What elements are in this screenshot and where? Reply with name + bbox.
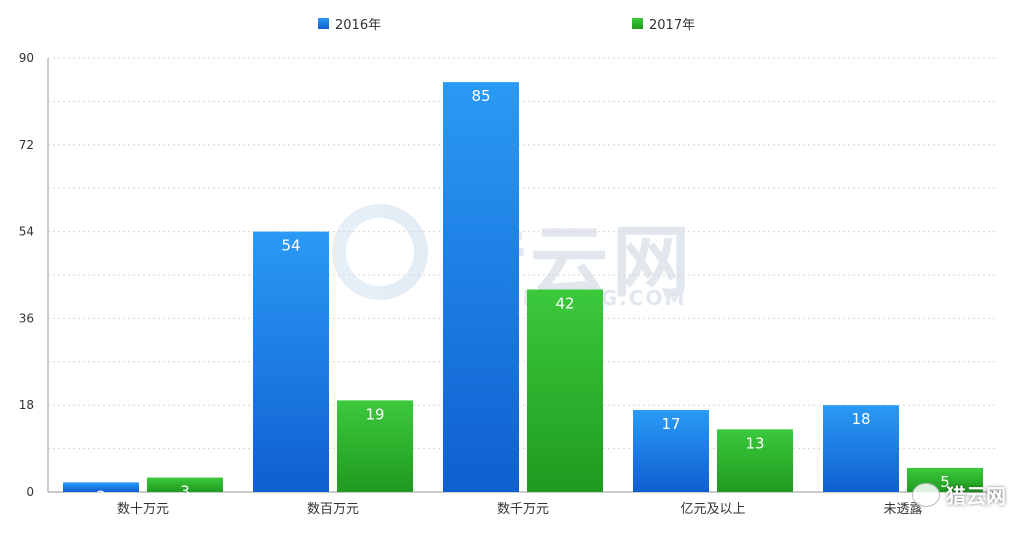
- bar-value-label: 3: [180, 483, 190, 501]
- x-category-label: 未透露: [883, 502, 922, 517]
- bar-2016: [633, 410, 709, 492]
- wechat-icon: [912, 482, 940, 507]
- bar-value-label: 85: [471, 87, 490, 105]
- bar-2017: [147, 477, 223, 492]
- bar-value-label: 54: [281, 237, 300, 255]
- y-tick-label: 54: [19, 225, 34, 239]
- x-category-label: 数千万元: [497, 502, 549, 517]
- bar-value-label: 17: [661, 415, 680, 433]
- bar-2016: [253, 231, 329, 492]
- y-tick-label: 18: [19, 398, 34, 412]
- bar-2016: [823, 405, 899, 492]
- legend-swatch-2017: [632, 18, 643, 29]
- y-tick-label: 0: [26, 485, 34, 499]
- legend-item-2016: 2016年: [318, 14, 381, 33]
- x-category-label: 数十万元: [117, 502, 169, 517]
- corner-watermark-text: 猎云网: [946, 484, 1006, 508]
- y-tick-label: 36: [19, 311, 34, 325]
- x-category-label: 数百万元: [307, 502, 359, 517]
- bar-value-label: 13: [745, 434, 764, 452]
- bar-value-label: 42: [555, 294, 574, 312]
- y-tick-label: 72: [19, 138, 34, 152]
- bar-value-label: 19: [365, 405, 384, 423]
- bar-2017: [527, 289, 603, 492]
- corner-watermark: 猎云网: [912, 480, 1006, 509]
- legend-item-2017: 2017年: [632, 14, 695, 33]
- legend-swatch-2016: [318, 18, 329, 29]
- chart-legend: 2016年 2017年: [0, 14, 1024, 34]
- x-category-label: 亿元及以上: [680, 502, 745, 517]
- bar-value-label: 2: [96, 487, 106, 505]
- legend-label-2016: 2016年: [335, 18, 382, 33]
- bar-2016: [443, 82, 519, 492]
- bar-2017: [717, 429, 793, 492]
- bar-value-label: 5: [940, 473, 950, 491]
- bar-2017: [337, 400, 413, 492]
- bar-value-label: 18: [851, 410, 870, 428]
- bar-2016: [63, 482, 139, 492]
- legend-label-2017: 2017年: [649, 18, 696, 33]
- y-tick-label: 90: [19, 51, 34, 65]
